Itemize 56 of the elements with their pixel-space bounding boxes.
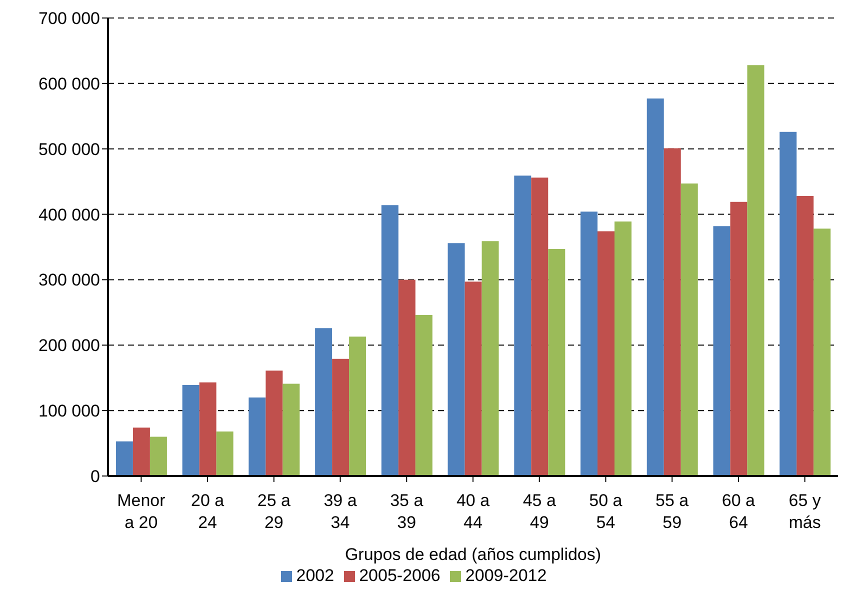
bar bbox=[713, 226, 730, 476]
bar bbox=[780, 132, 797, 476]
bar bbox=[548, 248, 566, 476]
x-tick-label: 40 a 44 bbox=[456, 491, 490, 532]
bar bbox=[315, 328, 332, 476]
y-tick-label: 100 000 bbox=[38, 402, 100, 421]
bar bbox=[646, 98, 664, 476]
bar bbox=[150, 436, 167, 476]
bar bbox=[580, 212, 598, 476]
x-tick-label: 25 a 29 bbox=[257, 491, 291, 532]
bar bbox=[598, 231, 615, 476]
bar bbox=[216, 432, 234, 476]
bar bbox=[381, 205, 398, 476]
bar bbox=[116, 441, 133, 476]
bar bbox=[282, 384, 300, 476]
bar bbox=[398, 280, 416, 476]
bar bbox=[266, 370, 283, 476]
y-tick-label: 400 000 bbox=[38, 205, 100, 224]
bar bbox=[248, 397, 266, 476]
bar bbox=[514, 176, 532, 476]
bar bbox=[664, 148, 681, 476]
y-tick-label: 0 bbox=[90, 467, 100, 486]
y-tick-label: 600 000 bbox=[38, 74, 100, 94]
bar bbox=[464, 282, 482, 476]
y-tick-label: 300 000 bbox=[38, 270, 100, 290]
bar bbox=[332, 358, 350, 476]
bar bbox=[199, 382, 216, 476]
x-tick-label: 20 a 24 bbox=[191, 491, 225, 532]
bar bbox=[132, 428, 150, 476]
y-tick-label: 500 000 bbox=[38, 140, 100, 159]
bar bbox=[482, 241, 499, 476]
x-tick-label: 45 a 49 bbox=[522, 491, 556, 532]
x-tick-label: 50 a 54 bbox=[589, 491, 623, 532]
x-tick-label: 65 y más bbox=[788, 491, 822, 532]
bar bbox=[448, 243, 465, 476]
x-tick-label: Menor a 20 bbox=[117, 491, 166, 532]
bar bbox=[531, 178, 548, 476]
bar bbox=[182, 385, 200, 476]
bar bbox=[614, 221, 632, 476]
bar bbox=[796, 196, 814, 476]
bar bbox=[680, 184, 698, 476]
bar bbox=[415, 315, 432, 476]
bar bbox=[730, 202, 748, 476]
x-axis-title: Grupos de edad (años cumplidos) bbox=[344, 545, 602, 564]
y-tick-label: 200 000 bbox=[38, 336, 100, 356]
x-tick-label: 55 a 59 bbox=[656, 491, 690, 532]
x-tick-label: 39 a 34 bbox=[324, 491, 358, 532]
legend-label: 2005-2006 bbox=[359, 566, 440, 585]
y-tick-label: 700 000 bbox=[38, 9, 100, 28]
x-tick-label: 35 a 39 bbox=[390, 491, 424, 532]
bar bbox=[747, 65, 764, 476]
bar bbox=[814, 228, 831, 476]
bar bbox=[349, 336, 366, 476]
legend-label: 2009-2012 bbox=[465, 566, 547, 585]
x-tick-label: 60 a 64 bbox=[722, 491, 756, 532]
legend-label: 2002 bbox=[296, 566, 334, 585]
